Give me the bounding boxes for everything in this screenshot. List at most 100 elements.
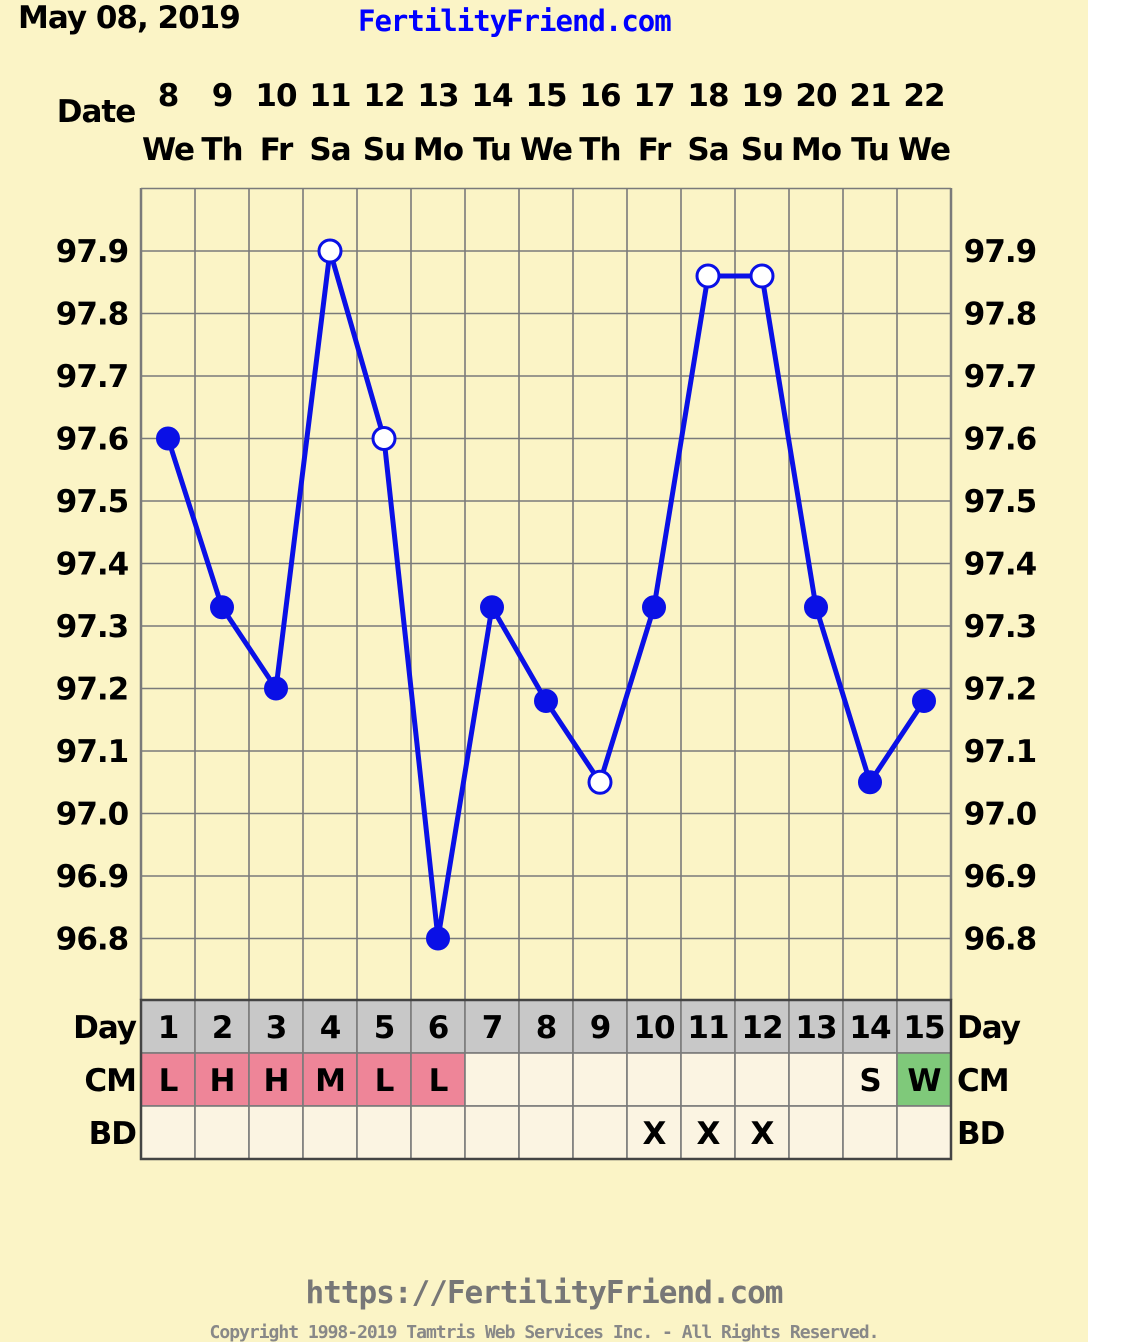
y-tick-label-right: 97.9 [964,234,1037,270]
weekday-label: Su [363,132,405,168]
y-tick-label-right: 97.7 [964,359,1037,395]
bd-cell-label: X [643,1116,667,1152]
footer-copyright: Copyright 1998-2019 Tamtris Web Services… [209,1322,880,1343]
temperature-point-open [695,263,721,289]
cm-cell-label: M [315,1063,345,1099]
cm-cell [410,1052,466,1107]
weekday-label: Sa [309,132,350,168]
y-tick-label-right: 97.3 [964,609,1037,645]
weekday-label: Tu [473,132,511,168]
bd-cell [140,1105,196,1160]
day-cell-label: 12 [741,1010,782,1046]
date-label: 22 [903,78,944,114]
weekday-label: Mo [413,132,463,168]
y-tick-label-right: 97.6 [964,422,1037,458]
bd-cell [410,1105,466,1160]
day-cell-label: 6 [428,1010,449,1046]
temperature-point-open [587,769,613,795]
cm-cell-label: L [429,1063,448,1099]
temperature-point [210,595,234,620]
cm-cell [680,1052,736,1107]
day-cell-label: 14 [849,1010,891,1046]
temperature-line [165,248,927,941]
day-row-label-right: Day [957,1010,1021,1046]
bd-cell [572,1105,628,1160]
day-row-label-left: Day [73,1010,137,1046]
date-label: 12 [363,78,404,114]
date-row-label: Date [57,94,136,130]
table-border [139,998,953,1161]
temperature-point [912,689,936,713]
y-tick-label-left: 97.5 [56,484,129,520]
chart-date: May 08, 2019 [18,0,241,36]
temperature-point-open [371,426,397,451]
y-tick-label-right: 97.2 [964,672,1037,708]
weekday-label: Mo [791,132,841,168]
cm-row-label-left: CM [84,1063,136,1099]
cm-cell [356,1052,412,1107]
date-label: 13 [417,78,458,114]
bd-cell [464,1105,520,1160]
cm-cell [140,1052,196,1107]
day-cell-label: 2 [212,1010,233,1046]
y-tick-label-right: 97.5 [964,484,1037,520]
day-cell-label: 11 [687,1010,728,1046]
date-label: 14 [471,78,513,114]
cm-row-label-right: CM [957,1063,1009,1099]
y-tick-label-right: 96.9 [964,859,1037,895]
y-tick-label-left: 96.9 [56,859,129,895]
cm-cell [572,1052,628,1107]
weekday-label: We [898,132,950,168]
date-label: 16 [579,78,620,114]
date-label: 11 [309,78,350,114]
temperature-point [642,595,666,620]
bd-cell [788,1105,844,1160]
day-cell-label: 1 [158,1010,179,1046]
day-cell-label: 5 [374,1010,395,1046]
cm-cell-label: L [159,1063,178,1099]
y-tick-label-left: 97.3 [56,609,129,645]
day-cell-label: 8 [536,1010,557,1046]
day-cell-label: 15 [903,1010,944,1046]
date-label: 15 [525,78,566,114]
temperature-point-open [749,263,775,289]
day-cell-label: 10 [633,1010,675,1046]
cm-cell [788,1052,844,1107]
date-label: 17 [633,78,674,114]
day-cell [626,999,682,1054]
day-cell-label: 13 [795,1010,836,1046]
y-tick-label-left: 97.8 [56,297,129,333]
y-tick-label-left: 97.7 [56,359,129,395]
date-label: 10 [255,78,297,114]
weekday-label: Fr [260,132,294,168]
weekday-label: Sa [687,132,728,168]
footer-url[interactable]: https://FertilityFriend.com [305,1275,784,1311]
cm-cell [464,1052,520,1107]
bd-cell [248,1105,304,1160]
bd-cell-label: X [697,1116,721,1152]
day-cell-label: 7 [482,1010,503,1046]
y-tick-label-left: 96.8 [56,922,129,958]
date-label: 21 [849,78,890,114]
bd-cell [302,1105,358,1160]
date-label: 9 [212,78,233,114]
weekday-label: We [520,132,572,168]
weekday-label: Su [741,132,783,168]
bd-cell [734,1105,790,1160]
bd-cell [896,1105,952,1160]
temperature-point [804,595,828,620]
day-cell-label: 3 [266,1010,287,1046]
bd-row-label-right: BD [957,1116,1005,1152]
site-link[interactable]: FertilityFriend.com [358,4,672,38]
temperature-point [534,689,558,713]
cm-cell-label: W [907,1063,941,1099]
y-tick-label-left: 97.6 [56,422,129,458]
temperature-point [156,426,180,451]
y-tick-label-left: 97.1 [56,734,129,770]
temperature-point [264,676,288,701]
y-tick-label-left: 97.2 [56,672,129,708]
temperature-point-open [317,238,343,264]
cm-cell-label: S [859,1063,880,1099]
y-tick-label-left: 97.9 [56,234,129,270]
